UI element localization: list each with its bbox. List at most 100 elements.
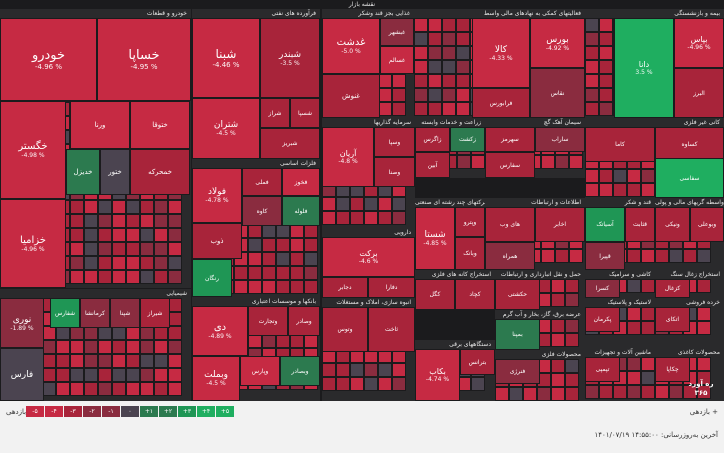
stock-tile[interactable]: فولاد -4.78 % (192, 168, 242, 223)
minor-stock-tile[interactable] (112, 340, 126, 354)
minor-stock-tile[interactable] (84, 354, 98, 368)
minor-stock-tile[interactable] (364, 197, 378, 211)
stock-tile[interactable]: ثاخت (368, 307, 415, 352)
stock-tile[interactable]: کاوه (242, 196, 282, 226)
minor-stock-tile[interactable] (585, 169, 599, 183)
minor-stock-tile[interactable] (641, 279, 655, 293)
stock-tile[interactable]: پکرمان (585, 307, 620, 332)
minor-stock-tile[interactable] (168, 382, 182, 396)
minor-stock-tile[interactable] (442, 46, 456, 60)
minor-stock-tile[interactable] (565, 373, 579, 387)
minor-stock-tile[interactable] (262, 252, 276, 266)
minor-stock-tile[interactable] (290, 334, 304, 348)
stock-tile[interactable]: فارس (0, 348, 44, 401)
sector[interactable]: زراعت و خدمات وابسته زاگرس آبین زکشت (415, 118, 485, 178)
minor-stock-tile[interactable] (541, 155, 555, 169)
stock-tile[interactable]: شستا -4.85 % (415, 207, 455, 270)
stock-tile[interactable]: اخابر (535, 207, 585, 242)
minor-stock-tile[interactable] (140, 382, 154, 396)
minor-stock-tile[interactable] (585, 18, 599, 32)
minor-stock-tile[interactable] (509, 387, 523, 401)
minor-stock-tile[interactable] (304, 266, 318, 280)
stock-tile[interactable]: ختوقا (130, 101, 190, 149)
minor-stock-tile[interactable] (112, 382, 126, 396)
minor-stock-tile[interactable] (599, 60, 613, 74)
minor-stock-tile[interactable] (655, 385, 669, 399)
minor-stock-tile[interactable] (627, 307, 641, 321)
minor-stock-tile[interactable] (304, 252, 318, 266)
minor-stock-tile[interactable] (392, 211, 406, 225)
minor-stock-tile[interactable] (350, 211, 364, 225)
stock-tile[interactable]: کسرا (585, 279, 620, 298)
minor-stock-tile[interactable] (42, 368, 56, 382)
minor-stock-tile[interactable] (276, 266, 290, 280)
minor-stock-tile[interactable] (56, 326, 70, 340)
minor-stock-tile[interactable] (304, 280, 318, 294)
minor-stock-tile[interactable] (697, 279, 711, 293)
minor-stock-tile[interactable] (683, 249, 697, 263)
minor-stock-tile[interactable] (471, 155, 485, 169)
sector[interactable]: شرکتهای چند رشته ای صنعتی شستا -4.85 % وپتر… (415, 198, 485, 270)
minor-stock-tile[interactable] (456, 32, 470, 46)
sector[interactable]: غذایی بجز قند وشکر غدشت -5.0 % غنوش غبشهر غسا… (322, 9, 414, 118)
stock-tile[interactable]: خودرو -4.96 % (0, 18, 97, 101)
minor-stock-tile[interactable] (42, 382, 56, 396)
minor-stock-tile[interactable] (378, 88, 392, 102)
sector[interactable]: سرمایه گذاریها آریان -4.8 % وسپا وصنا (322, 118, 415, 228)
minor-stock-tile[interactable] (565, 293, 579, 307)
minor-stock-tile[interactable] (168, 256, 182, 270)
minor-stock-tile[interactable] (70, 214, 84, 228)
minor-stock-tile[interactable] (350, 363, 364, 377)
minor-stock-tile[interactable] (112, 326, 126, 340)
sector[interactable]: ماشین آلات و تجهیزات تپمپی (585, 348, 655, 401)
minor-stock-tile[interactable] (457, 155, 471, 169)
minor-stock-tile[interactable] (585, 385, 599, 399)
stock-tile[interactable]: سفاسی (655, 158, 724, 198)
minor-stock-tile[interactable] (627, 183, 641, 197)
minor-stock-tile[interactable] (669, 385, 683, 399)
minor-stock-tile[interactable] (414, 60, 428, 74)
sector[interactable]: شیمیایی نوری -1.89 % فارس شفارس کرمانشا شپنا شی… (0, 289, 191, 401)
minor-stock-tile[interactable] (364, 211, 378, 225)
stock-tile[interactable]: ذوب (192, 223, 242, 259)
minor-stock-tile[interactable] (378, 102, 392, 116)
sector[interactable]: فرآورده های نفتی شبنا -4.46 % شبندر -3.5 % شت… (192, 9, 320, 159)
minor-stock-tile[interactable] (585, 74, 599, 88)
stock-tile[interactable]: بورس -4.92 % (530, 18, 585, 68)
minor-stock-tile[interactable] (456, 18, 470, 32)
sector[interactable]: عرضه برق، گاز، بخار و آب گرم بمپنا (495, 310, 585, 350)
minor-stock-tile[interactable] (84, 242, 98, 256)
minor-stock-tile[interactable] (414, 18, 428, 32)
minor-stock-tile[interactable] (565, 359, 579, 373)
stock-tile[interactable]: تپمپی (585, 357, 620, 382)
stock-tile[interactable]: وبانک (455, 237, 485, 270)
minor-stock-tile[interactable] (112, 228, 126, 242)
sector[interactable]: کاشی و سرامیک کسرا (585, 270, 655, 298)
stock-tile[interactable]: شفارس (50, 298, 80, 328)
stock-tile[interactable]: وپارس (240, 356, 280, 386)
minor-stock-tile[interactable] (599, 183, 613, 197)
minor-stock-tile[interactable] (98, 228, 112, 242)
minor-stock-tile[interactable] (627, 385, 641, 399)
minor-stock-tile[interactable] (126, 368, 140, 382)
minor-stock-tile[interactable] (378, 377, 392, 391)
minor-stock-tile[interactable] (154, 270, 168, 284)
sector[interactable]: سیمان آهک گچ سهرمز ساراب سفارس (485, 118, 585, 178)
minor-stock-tile[interactable] (392, 88, 406, 102)
minor-stock-tile[interactable] (456, 46, 470, 60)
minor-stock-tile[interactable] (641, 249, 655, 263)
stock-tile[interactable]: شتران -4.5 % (192, 98, 260, 159)
stock-tile[interactable]: وبملت -4.5 % (192, 356, 240, 401)
stock-tile[interactable]: سفارس (485, 152, 535, 178)
stock-tile[interactable]: کچاد (455, 279, 495, 310)
minor-stock-tile[interactable] (392, 363, 406, 377)
minor-stock-tile[interactable] (70, 368, 84, 382)
minor-stock-tile[interactable] (599, 88, 613, 102)
minor-stock-tile[interactable] (627, 371, 641, 385)
minor-stock-tile[interactable] (442, 102, 456, 116)
stock-tile[interactable]: خمحرکه (130, 149, 190, 195)
minor-stock-tile[interactable] (168, 270, 182, 284)
minor-stock-tile[interactable] (364, 377, 378, 391)
minor-stock-tile[interactable] (669, 249, 683, 263)
stock-tile[interactable]: غبشهر (380, 18, 414, 46)
